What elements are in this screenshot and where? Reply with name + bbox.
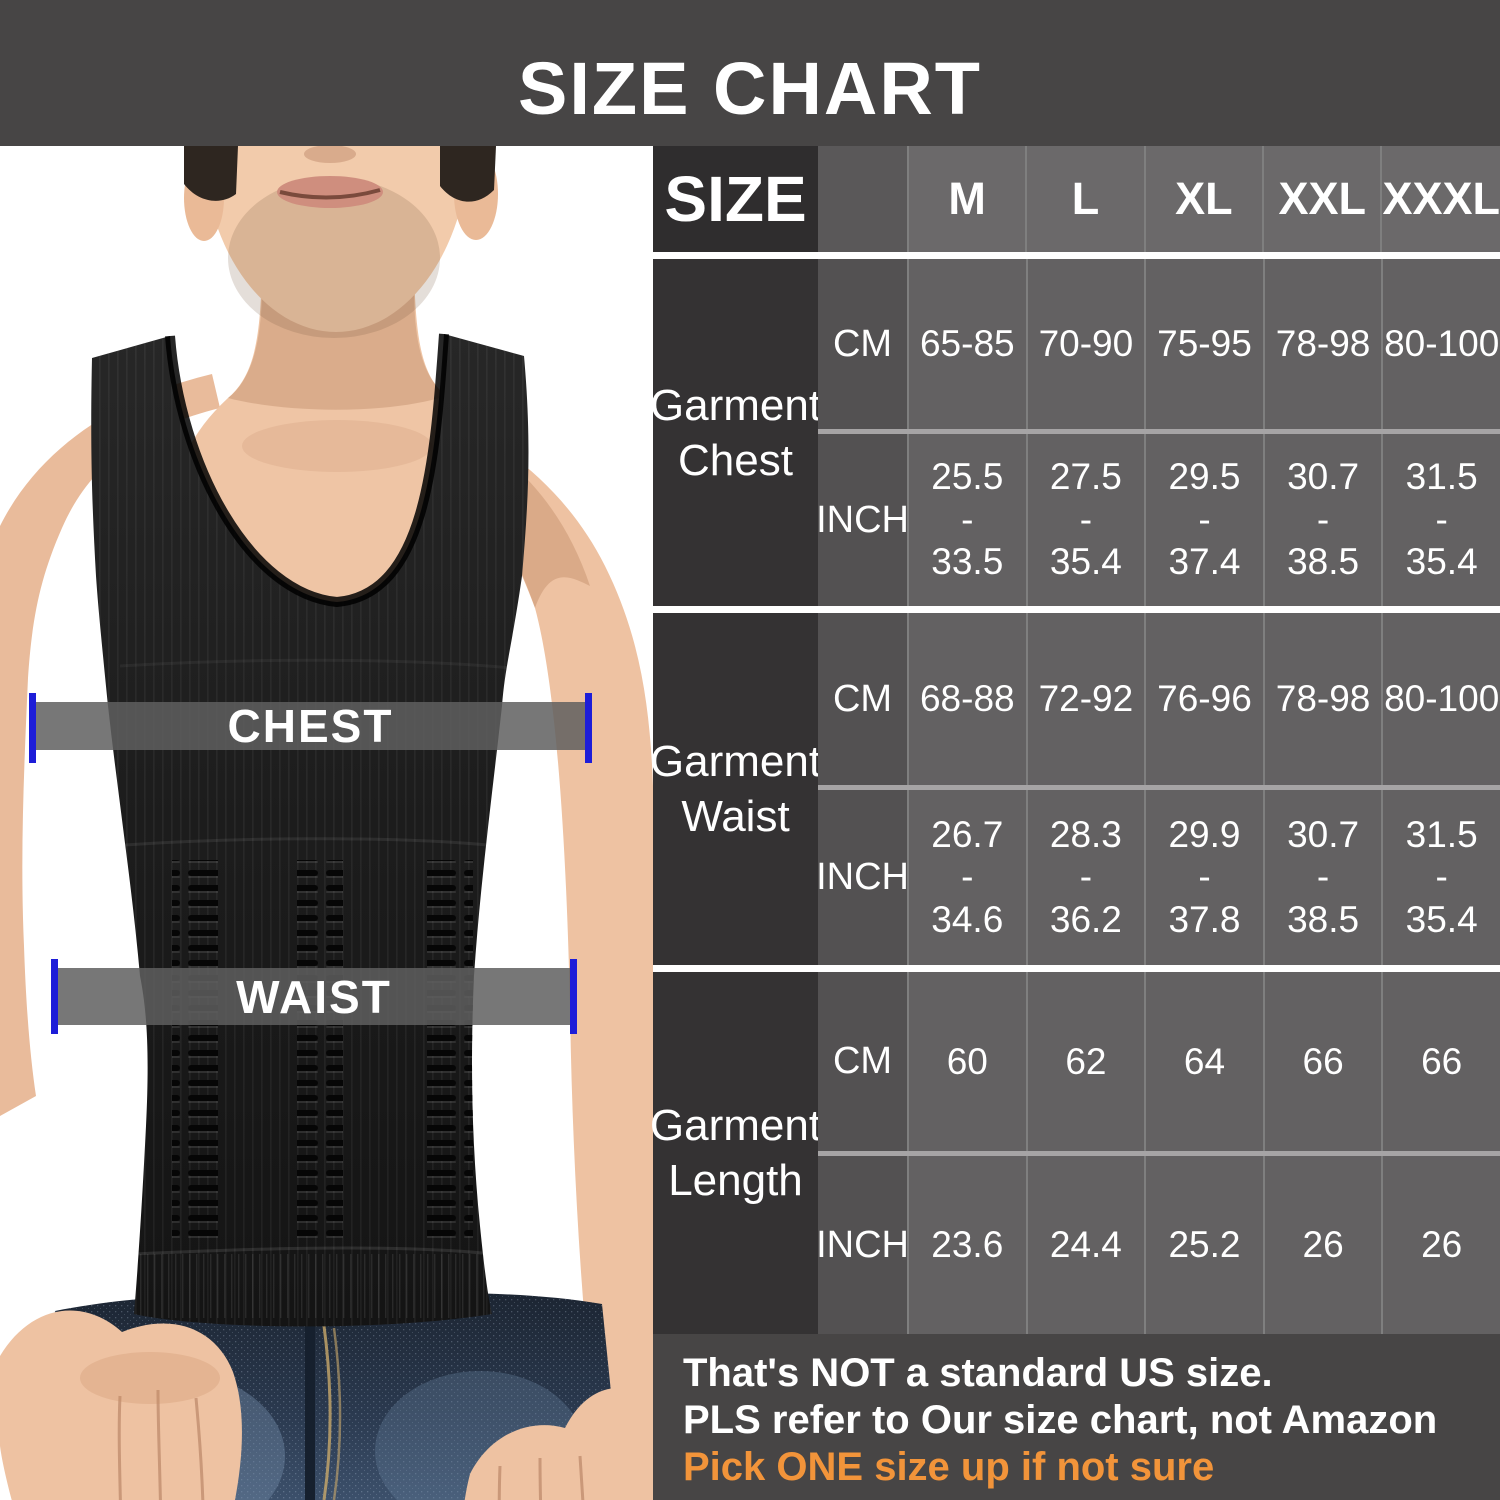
model-illustration xyxy=(0,146,653,1500)
face xyxy=(202,146,470,332)
table-cell: 66 xyxy=(1262,972,1382,1151)
table-cell: 80-100 xyxy=(1381,259,1500,429)
table-cell: 28.3 - 36.2 xyxy=(1025,790,1145,965)
note-line-2: PLS refer to Our size chart, not Amazon xyxy=(683,1398,1438,1442)
neck-shadow xyxy=(228,286,446,410)
title-bar: SIZE CHART xyxy=(0,0,1500,146)
column-header-xl: XL xyxy=(1143,146,1263,252)
table-cell: 25.2 xyxy=(1144,1156,1263,1334)
waist-band-right-marker xyxy=(570,959,577,1034)
table-cell: 24.4 xyxy=(1025,1156,1145,1334)
chest-band-label: CHEST xyxy=(227,700,394,752)
waist-band-label: WAIST xyxy=(236,970,392,1023)
table-cell: 26.7 - 34.6 xyxy=(907,790,1026,965)
table-cell: 78-98 xyxy=(1262,613,1382,785)
unit-label: INCH xyxy=(816,434,909,606)
column-header-xxxl: XXXL xyxy=(1380,146,1500,252)
unit-label: CM xyxy=(818,613,907,785)
tank-texture xyxy=(91,334,529,1327)
section-divider xyxy=(653,606,1500,613)
collarbone-shading xyxy=(242,420,432,472)
row-label-garment-waist: Garment Waist xyxy=(650,613,821,965)
column-header-l: L xyxy=(1025,146,1144,252)
note-line-3: Pick ONE size up if not sure xyxy=(683,1445,1215,1489)
unit-label: INCH xyxy=(816,790,909,965)
tank-neckline-trim xyxy=(165,333,449,608)
length-inch-row: INCH 23.6 24.4 25.2 26 26 xyxy=(816,1156,1500,1334)
table-cell: 75-95 xyxy=(1144,259,1263,429)
right-arm xyxy=(404,404,653,1438)
section-divider xyxy=(653,965,1500,972)
chest-measure-band: CHEST xyxy=(36,700,585,752)
table-cell: 30.7 - 38.5 xyxy=(1262,790,1382,965)
row-divider xyxy=(818,1151,1500,1156)
table-cell: 76-96 xyxy=(1144,613,1263,785)
table-cell: 60 xyxy=(907,972,1026,1151)
table-cell: 64 xyxy=(1144,972,1263,1151)
size-header-cell: SIZE xyxy=(653,146,818,252)
section-garment-waist: Garment Waist CM 68-88 72-92 76-96 78-98… xyxy=(650,613,1500,965)
waist-inch-row: INCH 26.7 - 34.6 28.3 - 36.2 29.9 - 37.8… xyxy=(816,790,1500,965)
section-divider xyxy=(653,252,1500,259)
left-arm xyxy=(0,374,220,1116)
model-photo: CHEST WAIST xyxy=(0,146,653,1500)
table-cell: 29.5 - 37.4 xyxy=(1144,434,1263,606)
table-cell: 26 xyxy=(1262,1156,1382,1334)
jeans-fly-stitch xyxy=(322,1325,332,1500)
section-garment-chest: Garment Chest CM 65-85 70-90 75-95 78-98… xyxy=(650,259,1500,606)
chest-band-left-marker xyxy=(29,693,36,763)
unit-header-cell xyxy=(818,146,907,252)
stubble-shading xyxy=(228,178,440,338)
table-cell: 30.7 - 38.5 xyxy=(1262,434,1382,606)
table-cell: 27.5 - 35.4 xyxy=(1025,434,1145,606)
row-label-garment-chest: Garment Chest xyxy=(650,259,821,606)
unit-label: INCH xyxy=(816,1156,909,1334)
chest-cm-row: CM 65-85 70-90 75-95 78-98 80-100 xyxy=(818,259,1500,429)
table-header-row: SIZE M L XL XXL XXXL xyxy=(653,146,1500,252)
note-line-1: That's NOT a standard US size. xyxy=(683,1351,1273,1395)
table-cell: 78-98 xyxy=(1262,259,1382,429)
waist-cm-row: CM 68-88 72-92 76-96 78-98 80-100 xyxy=(818,613,1500,785)
hair-right xyxy=(440,146,496,202)
chest-band-right-marker xyxy=(585,693,592,763)
length-cm-row: CM 60 62 64 66 66 xyxy=(818,972,1500,1151)
right-hand xyxy=(464,1387,653,1500)
mouth-line xyxy=(279,188,381,200)
table-cell: 70-90 xyxy=(1025,259,1145,429)
table-cell: 26 xyxy=(1381,1156,1500,1334)
table-cell: 25.5 - 33.5 xyxy=(907,434,1026,606)
table-cell: 80-100 xyxy=(1381,613,1500,785)
column-header-xxl: XXL xyxy=(1262,146,1381,252)
row-divider xyxy=(818,429,1500,434)
table-cell: 31.5 - 35.4 xyxy=(1381,434,1500,606)
lips xyxy=(277,176,383,208)
table-cell: 31.5 - 35.4 xyxy=(1381,790,1500,965)
unit-label: CM xyxy=(818,972,907,1151)
table-cell: 68-88 xyxy=(907,613,1026,785)
size-table-panel: SIZE M L XL XXL XXXL Garment Chest CM 65 xyxy=(650,146,1500,1500)
table-cell: 72-92 xyxy=(1025,613,1145,785)
hair-left xyxy=(184,146,238,201)
table-cell: 62 xyxy=(1025,972,1145,1151)
row-label-garment-length: Garment Length xyxy=(650,972,821,1334)
row-divider xyxy=(818,785,1500,790)
unit-label: CM xyxy=(818,259,907,429)
waist-band-left-marker xyxy=(51,959,58,1034)
size-table: SIZE M L XL XXL XXXL Garment Chest CM 65 xyxy=(650,146,1500,1334)
section-garment-length: Garment Length CM 60 62 64 66 66 INCH xyxy=(650,972,1500,1334)
nose-shadow xyxy=(304,146,356,163)
column-header-m: M xyxy=(907,146,1026,252)
size-note: That's NOT a standard US size. PLS refer… xyxy=(653,1334,1500,1500)
table-cell: 65-85 xyxy=(907,259,1026,429)
chest-inch-row: INCH 25.5 - 33.5 27.5 - 35.4 29.5 - 37.4… xyxy=(816,434,1500,606)
table-cell: 23.6 xyxy=(907,1156,1026,1334)
table-cell: 29.9 - 37.8 xyxy=(1144,790,1263,965)
page-title: SIZE CHART xyxy=(518,46,982,130)
left-hand xyxy=(0,1310,242,1500)
table-cell: 66 xyxy=(1381,972,1500,1151)
waist-measure-band: WAIST xyxy=(58,968,570,1025)
